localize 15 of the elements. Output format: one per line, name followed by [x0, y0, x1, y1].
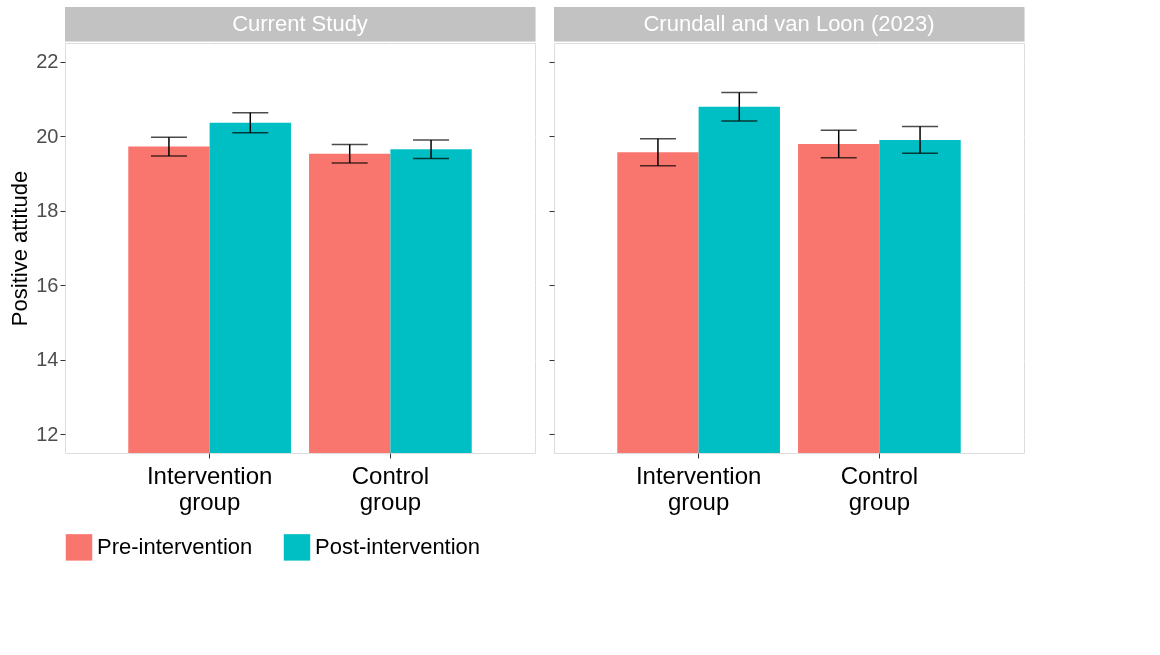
y-tick-label: 22 — [36, 50, 59, 73]
legend-label: Post-intervention — [315, 534, 481, 560]
x-tick-label: Intervention group — [146, 461, 273, 515]
y-tick-label: 14 — [36, 348, 59, 371]
chart-title: Crundall and van Loon (2023) — [643, 11, 935, 36]
chart-title: Current Study — [232, 11, 368, 36]
y-axis-title: Positive attitude — [7, 170, 33, 327]
x-tick-label: Control group — [351, 461, 430, 515]
y-tick-label: 12 — [36, 422, 59, 445]
y-tick-label: 20 — [36, 124, 59, 147]
y-tick-label: 18 — [36, 199, 59, 222]
x-tick-label: Intervention group — [635, 461, 762, 515]
legend-label: Pre-intervention — [97, 534, 253, 560]
x-tick-label: Control group — [840, 461, 919, 515]
y-tick-label: 16 — [36, 273, 59, 296]
